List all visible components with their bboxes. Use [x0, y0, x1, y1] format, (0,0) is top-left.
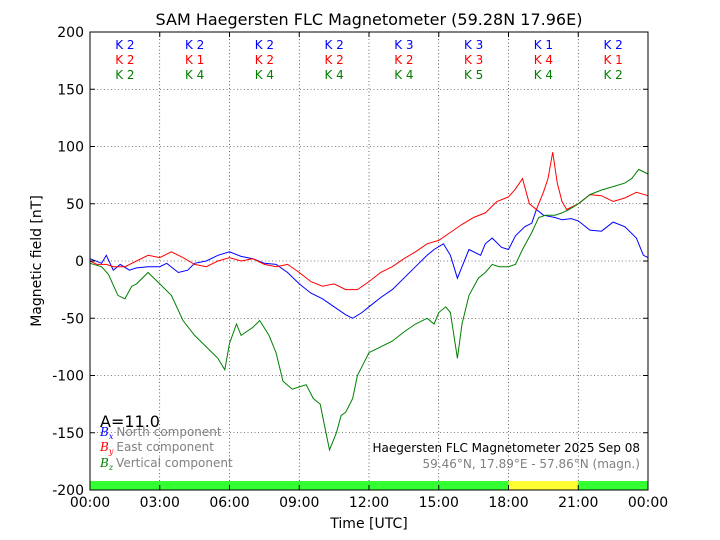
y-tick-label: 200	[57, 25, 84, 41]
activity-bar-segment	[578, 481, 648, 490]
x-axis-label: Time [UTC]	[329, 516, 407, 532]
y-tick-label: -50	[61, 311, 84, 327]
legend-north-subscript: x	[109, 432, 114, 441]
grid-lines	[90, 32, 648, 490]
k-index-label: K 4	[185, 68, 204, 82]
k-index-label: K 2	[115, 53, 134, 67]
k-index-label: K 2	[115, 68, 134, 82]
legend-east: By East component	[99, 440, 214, 456]
legend-east-symbol: B	[99, 440, 109, 454]
k-index-label: K 2	[394, 53, 413, 67]
k-index-label: K 3	[394, 38, 413, 52]
series-line-north	[89, 208, 649, 319]
x-tick-label: 00:00	[70, 495, 110, 511]
y-tick-label: 100	[57, 140, 84, 156]
k-index-label: K 1	[185, 53, 204, 67]
k-index-label: K 2	[185, 38, 204, 52]
axis-ticks: 00:00 03:00 06:00 09:00 12:00 15:00 18:00 21:00…	[52, 25, 668, 511]
legend-north-symbol: B	[99, 425, 109, 439]
y-tick-label: -150	[52, 426, 84, 442]
k-index-label: K 4	[324, 68, 343, 82]
station-info-line2: 59.46°N, 17.89°E - 57.86°N (magn.)	[423, 457, 640, 471]
legend: Bx North component By East component Bz Ver…	[99, 425, 233, 472]
x-tick-label: 12:00	[349, 495, 389, 511]
x-tick-label: 18:00	[488, 495, 528, 511]
series-lines	[89, 152, 649, 452]
x-tick-label: 03:00	[140, 495, 180, 511]
y-tick-label: 0	[75, 254, 84, 270]
x-tick-label: 21:00	[558, 495, 598, 511]
y-tick-label: 150	[57, 82, 84, 98]
k-index-label: K 1	[603, 53, 622, 67]
x-tick-label: 15:00	[419, 495, 459, 511]
legend-east-text: East component	[116, 440, 214, 454]
x-tick-label: 00:00	[628, 495, 668, 511]
legend-vertical-symbol: B	[99, 456, 109, 470]
k-index-label: K 2	[324, 38, 343, 52]
k-index-label: K 3	[464, 53, 483, 67]
a-index-label: A=11.0	[100, 412, 160, 431]
y-axis-label: Magnetic field [nT]	[29, 195, 45, 327]
legend-north: Bx North component	[99, 425, 222, 441]
k-index-label: K 2	[603, 38, 622, 52]
k-index-label: K 4	[534, 68, 553, 82]
x-tick-label: 06:00	[209, 495, 249, 511]
k-index-label: K 2	[115, 38, 134, 52]
legend-north-text: North component	[116, 425, 222, 439]
chart-title: SAM Haegersten FLC Magnetometer (59.28N …	[156, 10, 583, 29]
k-index-label: K 2	[255, 53, 274, 67]
y-tick-label: -200	[52, 483, 84, 499]
k-index-label: K 5	[464, 68, 483, 82]
k-index-label: K 1	[534, 38, 553, 52]
k-index-label: K 4	[394, 68, 413, 82]
activity-bar-segment	[508, 481, 579, 490]
k-index-label: K 2	[603, 68, 622, 82]
legend-east-subscript: y	[108, 447, 114, 456]
k-index-label: K 3	[464, 38, 483, 52]
x-tick-label: 09:00	[279, 495, 319, 511]
series-line-vertical	[89, 168, 649, 452]
k-index-label: K 4	[255, 68, 274, 82]
series-line-east	[89, 152, 649, 291]
k-index-label: K 2	[324, 53, 343, 67]
y-tick-label: 50	[66, 197, 84, 213]
k-index-label: K 4	[534, 53, 553, 67]
legend-vertical-subscript: z	[108, 463, 114, 472]
y-tick-label: -100	[52, 369, 84, 385]
station-info-line1: Haegersten FLC Magnetometer 2025 Sep 08	[372, 441, 640, 455]
legend-vertical: Bz Vertical component	[99, 456, 233, 472]
legend-vertical-text: Vertical component	[116, 456, 233, 470]
k-index-label: K 2	[255, 38, 274, 52]
